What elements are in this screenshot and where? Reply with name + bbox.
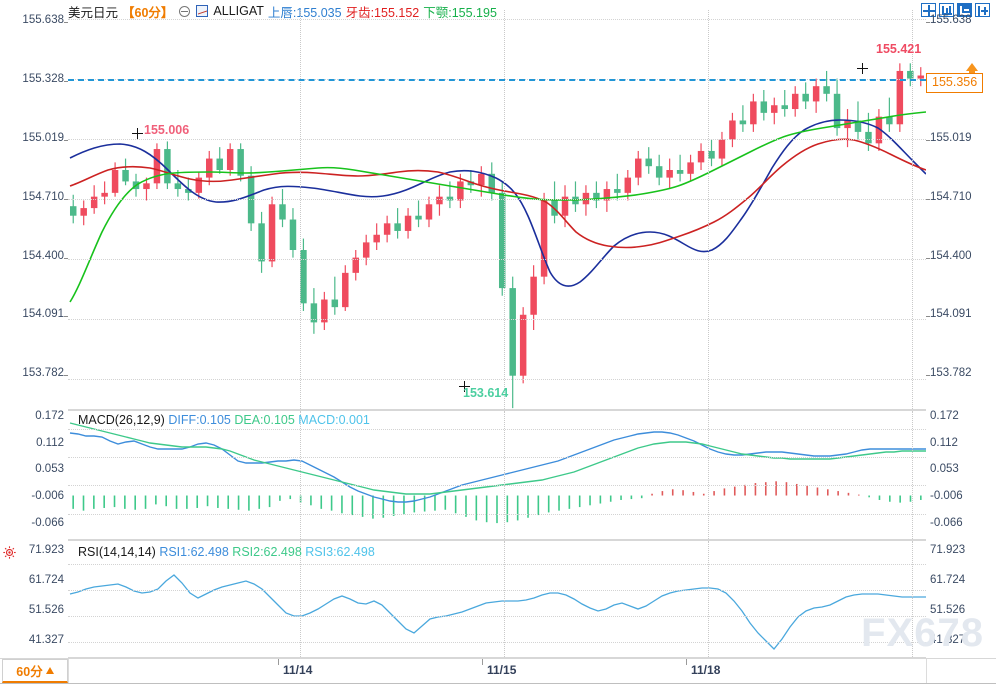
price-axis-tick xyxy=(926,257,930,259)
rsi-axis-label-left: 51.526 xyxy=(28,604,64,617)
rsi-axis-label-right: 51.526 xyxy=(930,604,966,617)
indicator-name-label: ALLIGAT xyxy=(213,4,264,18)
price-axis-tick xyxy=(926,21,930,23)
symbol-label: 美元日元 xyxy=(68,5,119,20)
low-annotation: 153.614 xyxy=(463,386,509,400)
price-axis-label-left: 155.019 xyxy=(22,131,64,144)
price-pane[interactable]: 155.006 155.421 153.614 xyxy=(68,10,926,410)
price-axis-label-left: 155.638 xyxy=(22,13,64,26)
macd-axis-label-right: -0.066 xyxy=(930,516,963,529)
macd-axis-label-left: -0.006 xyxy=(31,489,64,502)
alligator-teeth-label: 牙齿:155.152 xyxy=(345,5,420,20)
price-axis-tick xyxy=(926,139,930,141)
price-axis-tick xyxy=(64,139,68,141)
price-axis-label-right: 154.710 xyxy=(930,190,972,203)
price-axis-label-left: 155.328 xyxy=(22,72,64,85)
period-label: 【60分】 xyxy=(122,5,174,20)
price-axis-label-left: 154.400 xyxy=(22,249,64,262)
rsi-axis-label-right: 41.327 xyxy=(930,634,966,647)
rsi-name-label: RSI(14,14,14) xyxy=(78,545,156,559)
rsi-pane[interactable]: RSI(14,14,14) RSI1:62.498 RSI2:62.498 RS… xyxy=(68,540,926,658)
price-axis-tick xyxy=(64,316,68,318)
indicator-icon[interactable] xyxy=(196,5,209,17)
macd-plot xyxy=(69,422,926,524)
chart-toolbar xyxy=(921,3,990,17)
align-right-icon[interactable] xyxy=(957,3,972,17)
macd-axis-label-right: 0.053 xyxy=(930,463,959,476)
macd-pane[interactable]: MACD(26,12,9) DIFF:0.105 DEA:0.105 MACD:… xyxy=(68,410,926,540)
chart-header: 美元日元 【60分】 ALLIGAT 上唇:155.035 牙齿:155.152… xyxy=(68,2,497,20)
low-crosshair xyxy=(459,381,470,392)
price-candles xyxy=(69,63,926,409)
rsi-axis-label-right: 71.923 xyxy=(930,544,966,557)
price-axis-label-right: 154.400 xyxy=(930,249,972,262)
rsi-axis-label-left: 41.327 xyxy=(28,634,64,647)
alligator-jaw-label: 下颚:155.195 xyxy=(423,5,497,20)
current-price-badge[interactable]: 155.356 xyxy=(926,73,984,93)
macd-title: MACD(26,12,9) DIFF:0.105 DEA:0.105 MACD:… xyxy=(78,413,370,427)
macd-axis-label-right: -0.006 xyxy=(930,489,963,502)
time-axis-tick: 11/18 xyxy=(685,659,721,677)
alligator-lips-label: 上唇:155.035 xyxy=(267,5,342,20)
price-axis-label-right: 154.091 xyxy=(930,308,972,321)
price-axis-tick xyxy=(926,316,930,318)
price-axis-label-right: 155.638 xyxy=(930,13,972,26)
price-axis-label-left: 153.782 xyxy=(22,367,64,380)
rsi1-label: RSI1:62.498 xyxy=(159,545,229,559)
triangle-up-icon xyxy=(45,667,54,674)
price-axis-tick xyxy=(64,198,68,200)
high-right-crosshair xyxy=(857,63,868,74)
macd-axis-label-left: 0.053 xyxy=(35,463,64,476)
price-axis-tick xyxy=(926,198,930,200)
macd-axis-label-right: 0.172 xyxy=(930,410,959,423)
macd-diff-label: DIFF:0.105 xyxy=(168,413,231,427)
high-left-crosshair xyxy=(132,128,143,139)
price-axis-label-right: 155.019 xyxy=(930,131,972,144)
current-price-arrow xyxy=(966,63,978,75)
high-left-annotation: 155.006 xyxy=(144,123,190,137)
price-axis-label-right: 153.782 xyxy=(930,367,972,380)
price-axis-tick xyxy=(64,257,68,259)
minus-circle-icon[interactable] xyxy=(179,5,191,17)
price-axis-tick xyxy=(64,21,68,23)
rsi-title: RSI(14,14,14) RSI1:62.498 RSI2:62.498 RS… xyxy=(78,545,375,559)
period-tab-label: 60分 xyxy=(16,665,43,679)
time-axis[interactable]: 11/14 11/15 11/18 xyxy=(0,658,996,684)
scroll-end-icon[interactable] xyxy=(975,3,990,17)
price-axis-tick xyxy=(64,375,68,377)
macd-axis-label-left: 0.112 xyxy=(36,436,64,449)
price-axis-tick xyxy=(64,80,68,82)
high-right-annotation: 155.421 xyxy=(876,42,922,56)
price-axis-label-left: 154.091 xyxy=(22,308,64,321)
macd-name-label: MACD(26,12,9) xyxy=(78,413,165,427)
period-tab[interactable]: 60分 xyxy=(2,659,68,683)
current-price-line xyxy=(68,79,926,81)
macd-value-label: MACD:0.001 xyxy=(298,413,370,427)
time-axis-tick: 11/14 xyxy=(277,659,313,677)
align-left-icon[interactable] xyxy=(939,3,954,17)
price-axis-tick xyxy=(926,375,930,377)
crosshair-icon[interactable] xyxy=(921,3,936,17)
rsi3-label: RSI3:62.498 xyxy=(305,545,375,559)
rsi-axis-label-left: 71.923 xyxy=(28,544,64,557)
settings-sun-icon[interactable] xyxy=(3,546,16,559)
rsi-axis-label-right: 61.724 xyxy=(930,574,966,587)
macd-axis-label-left: 0.172 xyxy=(35,410,64,423)
macd-axis-label-left: -0.066 xyxy=(31,516,64,529)
macd-dea-label: DEA:0.105 xyxy=(234,413,295,427)
rsi-axis-label-left: 61.724 xyxy=(28,574,64,587)
time-axis-tick: 11/15 xyxy=(481,659,517,677)
macd-axis-label-right: 0.112 xyxy=(930,436,958,449)
price-axis-label-left: 154.710 xyxy=(22,190,64,203)
rsi2-label: RSI2:62.498 xyxy=(232,545,302,559)
